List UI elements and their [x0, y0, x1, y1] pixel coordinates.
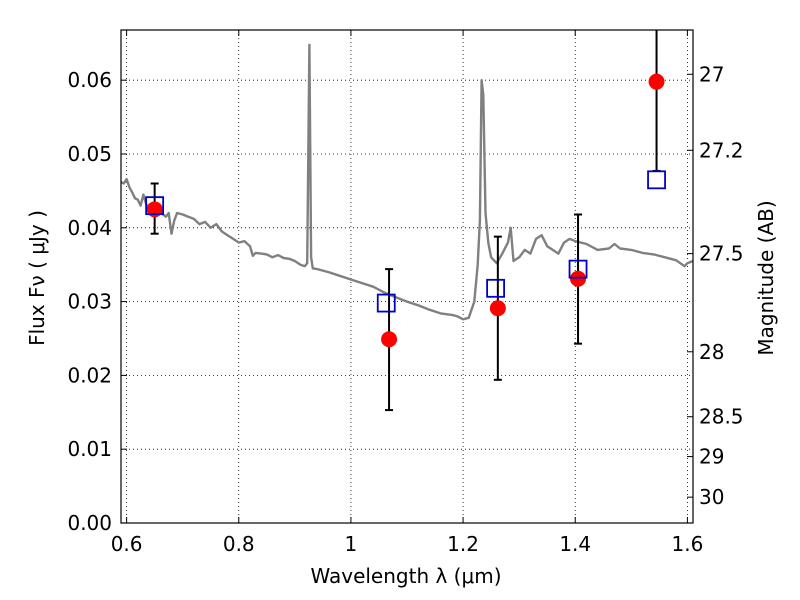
model-points	[145, 170, 666, 313]
axis-ticks	[121, 30, 693, 524]
model-point	[647, 170, 666, 190]
y-axis-title: Flux Fν ( μJy )	[25, 210, 49, 346]
observed-point	[648, 73, 665, 90]
grid	[121, 30, 693, 524]
error-bars	[150, 30, 661, 412]
right-axis-title: Magnitude (AB)	[754, 200, 778, 355]
x-tick-label: 1.4	[559, 532, 591, 556]
right-tick-label: 28.5	[699, 405, 744, 429]
observed-point	[146, 201, 163, 218]
y-tick-label: 0.01	[67, 437, 112, 461]
model-point	[568, 259, 588, 279]
right-tick-label: 30	[699, 485, 724, 509]
y-tick-label: 0.05	[67, 142, 112, 166]
x-tick-label: 0.6	[111, 532, 143, 556]
model-point	[486, 278, 506, 298]
right-tick-label: 27	[699, 62, 724, 86]
observed-points	[146, 73, 665, 348]
y-tick-label: 0.03	[67, 290, 112, 314]
x-axis-title: Wavelength λ (μm)	[310, 564, 501, 588]
x-tick-label: 0.8	[223, 532, 255, 556]
x-tick-label: 1.6	[671, 532, 703, 556]
model-point	[376, 293, 396, 313]
plot-frame	[120, 29, 694, 524]
spectrum-line	[121, 43, 693, 321]
model-point	[145, 196, 165, 216]
right-tick-label: 28	[699, 340, 724, 364]
right-tick-label: 29	[699, 445, 724, 469]
observed-point	[570, 270, 587, 287]
right-tick-label: 27.2	[699, 138, 744, 162]
x-tick-label: 1.2	[447, 532, 479, 556]
right-tick-label: 27.5	[699, 242, 744, 266]
y-tick-label: 0.00	[67, 511, 112, 535]
y-tick-label: 0.06	[67, 68, 112, 92]
observed-point	[489, 300, 506, 317]
y-tick-label: 0.04	[67, 216, 112, 240]
y-tick-label: 0.02	[67, 363, 112, 387]
observed-point	[381, 331, 398, 348]
x-tick-label: 1	[345, 532, 358, 556]
spectrum-layer	[121, 43, 693, 321]
tick-labels: 0.6 0.8 1 1.2 1.4 1.6 0.00 0.01 0.02 0.03 0.04 0.05…	[67, 62, 743, 556]
